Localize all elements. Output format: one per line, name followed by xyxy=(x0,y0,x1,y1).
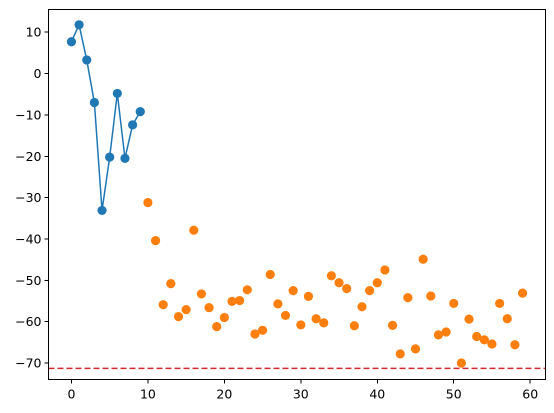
x-tick-label: 40 xyxy=(369,387,385,402)
series-1-point xyxy=(326,271,337,281)
series-1-point xyxy=(189,225,199,235)
series-1-point xyxy=(487,339,497,349)
series-1-point xyxy=(456,358,466,368)
series-1-point xyxy=(441,327,451,337)
y-tick-label: −40 xyxy=(15,231,41,246)
series-0-point xyxy=(66,37,77,47)
series-1-point xyxy=(449,298,459,309)
series-1-point xyxy=(273,299,283,309)
series-1-point xyxy=(479,335,489,345)
series-1-point xyxy=(212,321,222,332)
series-1-point xyxy=(372,278,382,288)
series-1-point xyxy=(158,300,168,310)
series-1-point xyxy=(143,197,153,208)
y-tick-label: 0 xyxy=(34,66,42,81)
series-1-point xyxy=(166,278,176,289)
x-tick-label: 0 xyxy=(67,387,75,402)
series-1-point xyxy=(357,302,367,312)
series-1-point xyxy=(288,286,298,296)
series-1-point xyxy=(196,289,207,299)
series-1-point xyxy=(365,286,375,296)
series-1-point xyxy=(265,269,275,280)
series-1-point xyxy=(235,295,245,306)
x-tick-label: 60 xyxy=(522,387,538,402)
series-1-point xyxy=(472,331,482,342)
series-0-point xyxy=(112,88,122,99)
series-1-point xyxy=(395,349,405,359)
series-1-point xyxy=(219,312,229,323)
series-1-point xyxy=(257,325,268,335)
x-tick-label: 20 xyxy=(216,387,232,402)
series-1-point xyxy=(181,305,191,315)
x-tick-label: 30 xyxy=(293,387,309,402)
series-0-line xyxy=(70,24,141,212)
series-1-point xyxy=(227,296,237,306)
series-1-point xyxy=(403,293,413,303)
series-1-point xyxy=(418,254,428,264)
series-1-point xyxy=(150,235,161,246)
series-1-point xyxy=(311,314,321,324)
series-0-point xyxy=(128,120,138,130)
series-1-point xyxy=(319,318,329,328)
axes xyxy=(48,9,546,380)
series-1-point xyxy=(380,265,390,275)
series-0-point xyxy=(89,97,99,108)
series-1-point xyxy=(296,320,306,330)
series-0-point xyxy=(135,107,145,117)
y-tick-label: 10 xyxy=(26,25,42,40)
plot-marks xyxy=(48,20,546,370)
y-tick-label: −50 xyxy=(15,273,41,288)
y-tick-label: −30 xyxy=(15,190,41,205)
series-1-point xyxy=(426,291,436,301)
series-1-point xyxy=(204,302,214,313)
series-1-point xyxy=(464,314,474,324)
y-axis-ticks: 10 0 −10 −20 −30 −40 −50 −60 −70 xyxy=(15,25,49,370)
series-1-point xyxy=(342,283,352,294)
x-axis-ticks: 0 10 20 30 40 50 60 xyxy=(67,379,538,402)
series-1-point xyxy=(250,329,260,339)
series-0-point xyxy=(105,152,115,162)
series-1-point xyxy=(349,321,359,331)
series-0-point xyxy=(82,55,92,65)
y-tick-label: −60 xyxy=(15,314,41,329)
series-0-point xyxy=(97,205,107,216)
y-tick-label: −20 xyxy=(15,149,41,164)
plot-area-frame xyxy=(48,9,546,380)
series-0-point xyxy=(120,153,130,163)
x-tick-label: 50 xyxy=(446,387,462,402)
series-1-point xyxy=(387,320,398,330)
series-0-point xyxy=(74,20,84,30)
series-1-point xyxy=(242,285,252,295)
series-1-point xyxy=(517,288,528,298)
y-tick-label: −10 xyxy=(15,107,41,122)
series-1-point xyxy=(334,278,344,288)
series-1-point xyxy=(280,310,291,321)
series-1-point xyxy=(510,340,520,350)
series-1-point xyxy=(303,291,314,302)
series-1-point xyxy=(173,312,184,322)
series-1-point xyxy=(433,330,444,340)
plot-content xyxy=(48,20,546,370)
y-tick-label: −70 xyxy=(15,355,41,370)
x-tick-label: 10 xyxy=(140,387,156,402)
series-1-point xyxy=(495,298,505,309)
series-1-point xyxy=(502,314,512,324)
series-1-point xyxy=(410,344,421,354)
